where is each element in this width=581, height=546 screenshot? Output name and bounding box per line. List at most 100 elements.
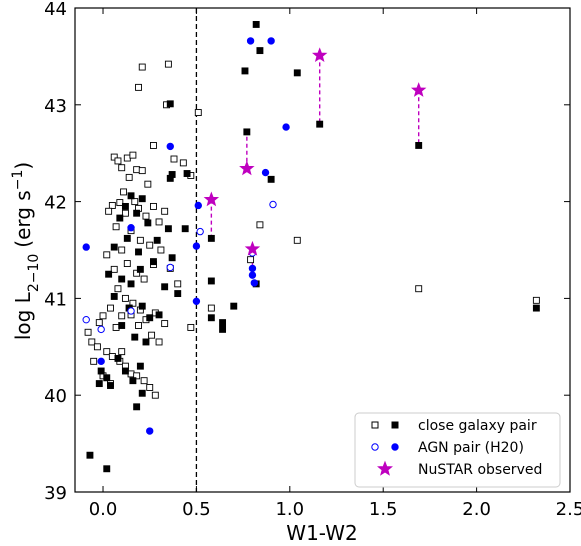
- galaxy-pair-open-point: [256, 221, 264, 229]
- galaxy-pair-open-point: [112, 323, 120, 331]
- galaxy-pair-filled-point: [415, 142, 423, 149]
- y-tick-label: 42: [44, 193, 67, 214]
- galaxy-pair-filled-point: [183, 170, 191, 177]
- galaxy-pair-open-point: [103, 251, 111, 259]
- galaxy-pair-filled-point: [103, 465, 111, 473]
- agn-pair-filled-point: [192, 242, 201, 250]
- galaxy-pair-filled-point: [123, 234, 131, 242]
- galaxy-pair-open-point: [161, 320, 169, 328]
- agn-pair-filled-point: [192, 297, 201, 306]
- galaxy-pair-filled-point: [267, 175, 275, 183]
- galaxy-pair-filled-point: [207, 234, 215, 242]
- galaxy-pair-filled-point: [241, 67, 249, 75]
- galaxy-pair-filled-point: [532, 304, 540, 312]
- galaxy-pair-open-point: [84, 328, 92, 336]
- galaxy-pair-open-point: [150, 202, 157, 210]
- galaxy-pair-open-point: [415, 285, 423, 293]
- x-tick-label: 2.5: [556, 499, 581, 520]
- galaxy-pair-filled-point: [155, 311, 163, 319]
- legend-agn-filled-marker: [391, 443, 399, 451]
- x-tick-label: 1.0: [275, 499, 304, 520]
- galaxy-pair-filled-point: [150, 258, 157, 266]
- nustar-star-point: [311, 47, 328, 63]
- galaxy-pair-filled-point: [86, 451, 94, 459]
- galaxy-pair-open-point: [129, 299, 137, 307]
- galaxy-pair-open-point: [179, 159, 187, 167]
- galaxy-pair-filled-point: [121, 367, 129, 375]
- galaxy-pair-open-point: [148, 331, 156, 339]
- galaxy-pair-open-point: [194, 109, 202, 116]
- galaxy-pair-filled-point: [97, 367, 105, 375]
- galaxy-pair-open-point: [118, 312, 126, 320]
- galaxy-pair-open-point: [161, 207, 169, 215]
- galaxy-pair-filled-point: [105, 270, 113, 278]
- galaxy-pair-open-point: [118, 246, 126, 254]
- galaxy-pair-filled-point: [181, 225, 189, 233]
- galaxy-pair-filled-point: [127, 192, 135, 200]
- galaxy-pair-open-point: [164, 60, 172, 68]
- galaxy-pair-open-point: [155, 218, 163, 226]
- agn-pair-open-point: [166, 263, 174, 272]
- agn-pair-filled-point: [127, 224, 135, 232]
- nustar-star-point: [410, 82, 427, 97]
- galaxy-pair-filled-point: [136, 362, 144, 370]
- nustar-star-point: [244, 240, 261, 256]
- ticks-layer: 0.0 0.5 1.0 1.5 2.0 2.5 39 40 41 42 43 44: [44, 0, 581, 520]
- nustar-links-layer: [210, 55, 420, 269]
- galaxy-pair-open-point: [105, 207, 113, 215]
- x-tick-label: 1.5: [369, 499, 398, 520]
- galaxy-pair-open-point: [532, 296, 540, 304]
- galaxy-pair-open-point: [90, 357, 98, 365]
- galaxy-pair-filled-point: [316, 120, 324, 128]
- galaxy-pair-filled-point: [138, 302, 146, 310]
- x-tick-label: 0.0: [89, 499, 118, 520]
- galaxy-pair-open-point: [108, 202, 116, 209]
- galaxy-pair-open-point: [293, 236, 301, 244]
- galaxy-pair-open-point: [131, 198, 139, 206]
- galaxy-pair-filled-point: [138, 389, 146, 397]
- galaxy-pair-open-point: [157, 246, 165, 254]
- galaxy-pair-filled-point: [230, 302, 238, 310]
- galaxy-pair-filled-point: [153, 236, 161, 244]
- galaxy-pair-filled-point: [116, 214, 124, 222]
- galaxy-pair-filled-point: [161, 283, 169, 291]
- agn-pair-open-point: [82, 315, 90, 324]
- galaxy-pair-filled-point: [168, 254, 176, 262]
- galaxy-pair-open-point: [170, 155, 178, 163]
- legend-galaxy-label: close galaxy pair: [418, 418, 537, 434]
- galaxy-pair-filled-point: [136, 265, 144, 273]
- galaxy-pair-open-point: [116, 199, 124, 207]
- galaxy-pair-open-point: [120, 188, 128, 196]
- galaxy-pair-open-point: [118, 348, 126, 356]
- galaxy-pair-open-point: [142, 212, 150, 220]
- galaxy-pair-open-point: [174, 280, 182, 288]
- galaxy-pair-open-point: [110, 265, 118, 273]
- galaxy-pair-open-point: [187, 323, 195, 331]
- galaxy-pair-open-point: [247, 256, 255, 264]
- legend-galaxy-filled-marker: [391, 421, 399, 429]
- galaxy-pair-filled-point: [131, 333, 139, 341]
- galaxy-pair-open-point: [155, 338, 163, 346]
- galaxy-pair-open-point: [125, 173, 133, 181]
- agn-pair-open-point: [269, 200, 277, 209]
- agn-pair-filled-point: [261, 168, 270, 177]
- legend-galaxy-open-marker: [371, 421, 379, 429]
- y-axis-label: log L2−10(erg s−1): [10, 162, 42, 340]
- galaxy-pair-open-point: [140, 377, 148, 385]
- agn-pair-filled-point: [248, 264, 257, 273]
- agn-pair-filled-point: [166, 142, 174, 151]
- galaxy-pair-filled-point: [207, 277, 215, 285]
- agn-pair-filled-point: [97, 357, 105, 366]
- galaxy-pair-filled-point: [127, 280, 135, 288]
- galaxy-pair-open-point: [123, 260, 131, 268]
- galaxy-pair-open-point: [114, 157, 122, 165]
- galaxy-pair-filled-point: [243, 128, 251, 136]
- galaxy-pair-filled-point: [107, 382, 114, 389]
- galaxy-pair-filled-point: [146, 314, 154, 322]
- axes-layer: [74, 7, 571, 493]
- x-tick-label: 0.5: [182, 499, 211, 520]
- legend-agn-open-marker: [371, 443, 379, 451]
- galaxy-pair-filled-point: [219, 325, 227, 333]
- galaxy-pair-open-point: [88, 338, 96, 346]
